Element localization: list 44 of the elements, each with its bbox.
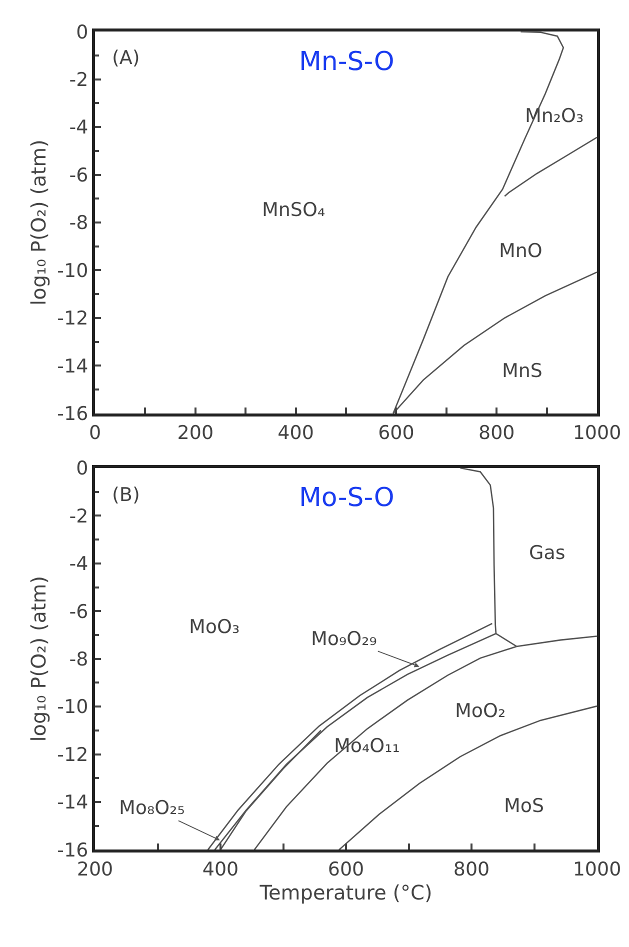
y-tick-label: -12 [57,308,88,330]
annotation: MnS [502,360,542,382]
x-tick-label: 200 [76,858,114,881]
x-tick-label: 800 [453,858,490,881]
annotation: Mo₈O₂₅ [119,797,185,819]
y-tick-label: -4 [69,116,88,139]
annotation: MoS [504,795,544,817]
y-tick-label: -16 [57,403,88,426]
annotation: Mo₉O₂₉ [311,628,377,650]
y-tick-label: -2 [69,69,88,92]
y-tick-label: -16 [57,839,88,862]
x-tick-label: 400 [202,858,239,881]
y-axis-title: log₁₀ P(O₂) (atm) [26,576,51,742]
y-tick-label: -2 [69,505,88,528]
y-tick-label: 0 [76,21,88,44]
x-tick-label: 600 [378,422,414,444]
x-tick-label: 1000 [572,422,622,444]
y-axis-title: log₁₀ P(O₂) (atm) [26,140,51,306]
y-tick-label: -4 [69,553,88,576]
annotation: MnO [499,240,542,262]
y-tick-label: -6 [69,164,88,186]
annotation: MnSO₄ [262,199,326,221]
x-tick-label: 600 [328,858,364,881]
annotation: Gas [529,542,566,564]
x-tick-label: 800 [478,422,515,444]
x-tick-label: 400 [278,422,314,444]
y-tick-label: -14 [57,355,88,378]
y-tick-label: -8 [69,212,88,234]
y-tick-label: -10 [57,696,88,718]
annotation: MoO₃ [189,616,240,638]
annotation: (B) [112,484,140,506]
text: Mn-S-O [299,47,394,77]
annotation: (A) [112,47,140,69]
y-tick-label: -14 [57,792,88,814]
y-tick-label: -6 [69,600,88,623]
text: Mo-S-O [299,483,394,513]
y-tick-label: 0 [76,458,88,480]
y-tick-label: -8 [69,648,88,670]
y-tick-label: -10 [57,260,88,282]
x-tick-label: 200 [177,422,214,444]
y-tick-label: -12 [57,744,88,766]
x-axis-title: Temperature (°C) [258,880,432,905]
annotation: MoO₂ [455,700,506,722]
x-tick-label: 1000 [572,858,622,881]
